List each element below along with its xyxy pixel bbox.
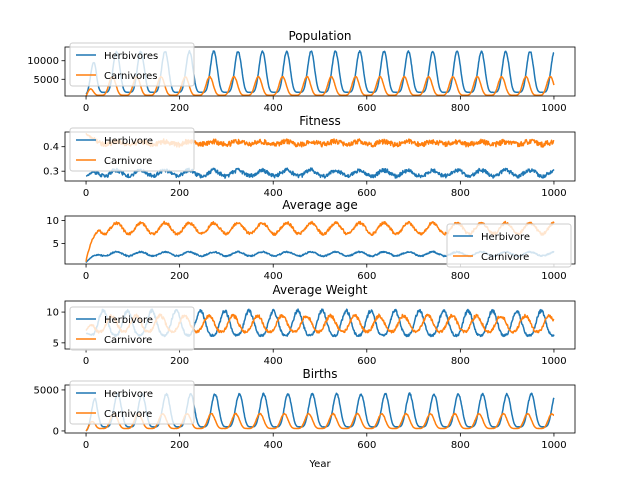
legend: Herbivore Carnivore [446, 223, 572, 268]
x-tick-label: 800 [451, 356, 470, 367]
x-axis-label: Year [308, 459, 331, 470]
x-tick-label: 600 [357, 188, 376, 199]
x-tick-label: 0 [83, 271, 89, 282]
legend: Herbivore Carnivore [69, 306, 195, 351]
legend-frame [69, 380, 195, 425]
legend-label: Carnivore [481, 252, 529, 263]
x-tick-label: 600 [357, 440, 376, 451]
legend-label: Carnivore [104, 335, 152, 346]
legend: Herbivores Carnivores [69, 42, 195, 87]
x-tick-label: 600 [357, 103, 376, 114]
y-tick-label: 5000 [34, 385, 59, 396]
legend-label: Carnivore [104, 156, 152, 167]
legend: Herbivore Carnivore [69, 127, 195, 172]
x-tick-label: 600 [357, 271, 376, 282]
x-tick-label: 400 [264, 103, 283, 114]
subplot-2: 0 200 400 600 800 1000 0.3 0.4 Fitness Herbivore C… [43, 114, 576, 199]
subplot-4: 0 200 400 600 800 1000 5 10 Average Weight Herbiv… [46, 283, 576, 367]
x-tick-label: 0 [83, 103, 89, 114]
subplot-1: 0 200 400 600 800 1000 5000 10000 Population Herb… [27, 29, 576, 114]
x-tick-label: 400 [264, 271, 283, 282]
x-tick-label: 400 [264, 188, 283, 199]
subplot-title: Population [288, 29, 351, 43]
x-tick-label: 800 [451, 440, 470, 451]
x-tick-label: 0 [83, 440, 89, 451]
legend: Herbivore Carnivore [69, 380, 195, 425]
axes-frame [64, 46, 576, 97]
y-tick-label: 5 [53, 338, 59, 349]
legend-label: Carnivore [104, 409, 152, 420]
legend-label: Herbivore [481, 232, 530, 243]
y-tick-label: 0.4 [43, 142, 59, 153]
legend-label: Herbivore [104, 315, 153, 326]
legend-frame [69, 127, 195, 172]
subplot-5: 0 200 400 600 800 1000 0 5000 Births Year Herbivor… [34, 367, 576, 470]
x-tick-label: 200 [170, 103, 189, 114]
axes-frame [64, 384, 576, 434]
legend-label: Carnivores [104, 71, 157, 82]
x-tick-label: 600 [357, 356, 376, 367]
axes-frame [64, 131, 576, 182]
axes-frame [64, 300, 576, 350]
subplot-title: Fitness [299, 114, 341, 128]
legend-label: Herbivore [104, 389, 153, 400]
subplot-title: Births [302, 367, 337, 381]
x-tick-label: 200 [170, 356, 189, 367]
legend-label: Herbivores [104, 51, 158, 62]
x-tick-label: 0 [83, 188, 89, 199]
legend-label: Herbivore [104, 136, 153, 147]
x-tick-label: 800 [451, 103, 470, 114]
x-tick-label: 200 [170, 271, 189, 282]
y-tick-label: 10 [46, 216, 59, 227]
y-tick-label: 0.3 [43, 167, 59, 178]
legend-frame [446, 223, 572, 268]
x-tick-label: 0 [83, 356, 89, 367]
legend-frame [69, 306, 195, 351]
y-tick-label: 0 [53, 426, 59, 437]
y-tick-label: 10000 [27, 56, 59, 67]
subplot-title: Average age [282, 198, 357, 212]
y-tick-label: 10 [46, 308, 59, 319]
subplot-3: 0 200 400 600 800 1000 5 10 Average age Herbivore… [46, 198, 576, 282]
x-tick-label: 1000 [541, 103, 566, 114]
subplot-title: Average Weight [273, 283, 368, 297]
y-tick-label: 5000 [34, 75, 59, 86]
legend-frame [69, 42, 195, 87]
x-tick-label: 1000 [541, 356, 566, 367]
x-tick-label: 800 [451, 188, 470, 199]
x-tick-label: 1000 [541, 440, 566, 451]
x-tick-label: 800 [451, 271, 470, 282]
x-tick-label: 400 [264, 356, 283, 367]
x-tick-label: 200 [170, 440, 189, 451]
x-tick-label: 400 [264, 440, 283, 451]
axes-frame [64, 215, 576, 265]
x-tick-label: 200 [170, 188, 189, 199]
y-tick-label: 5 [53, 239, 59, 250]
x-tick-label: 1000 [541, 188, 566, 199]
x-tick-label: 1000 [541, 271, 566, 282]
